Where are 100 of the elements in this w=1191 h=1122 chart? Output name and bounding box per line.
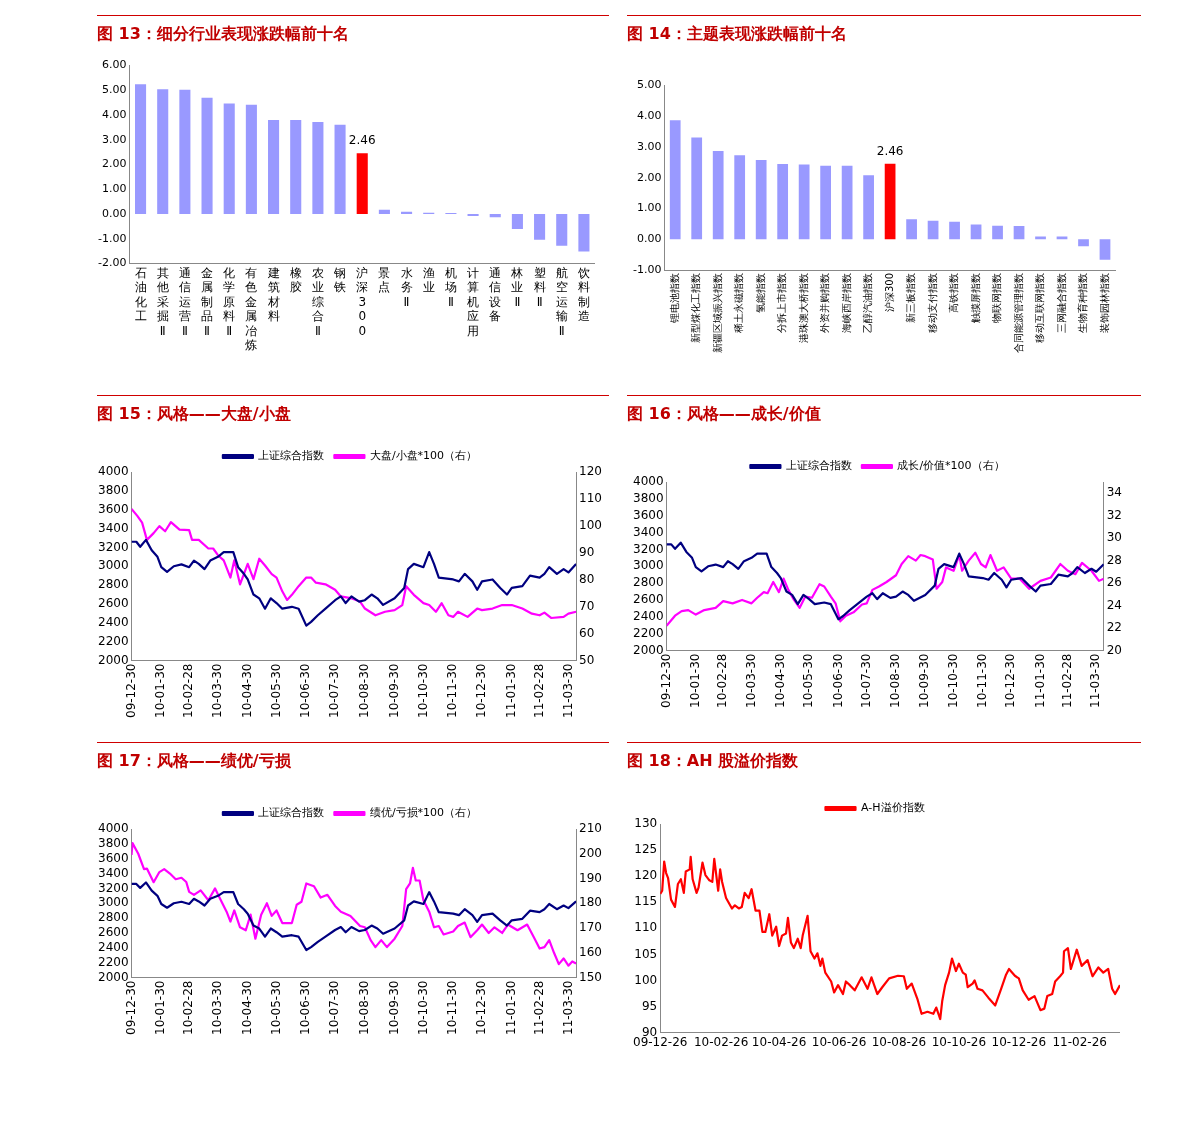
x-tick-label: 11-02-28 [531,980,546,1035]
x-tick-label: 10-09-30 [386,980,401,1035]
x-tick-label: 10-02-28 [181,980,196,1035]
x-tick-label: 机场Ⅱ [443,265,457,309]
x-tick-label: 10-01-30 [153,980,168,1035]
bar [534,214,546,240]
bar [378,209,390,215]
data-label: 2.46 [348,133,376,148]
x-tick-label: 稀土永磁指数 [733,273,745,333]
x-tick-label: 10-12-30 [474,980,489,1035]
x-tick-label: 建筑材料 [266,265,280,324]
x-tick-label: 景点 [378,265,391,295]
bar [223,103,235,215]
legend-label: 上证综合指数 [785,459,852,473]
bar [334,124,346,215]
y2-tick-label: 24 [1106,597,1123,612]
y2-tick-label: 180 [579,895,602,910]
y-tick-label: 4.00 [636,109,662,123]
bar [906,219,917,240]
x-tick-label: 渔业 [422,265,435,295]
y-tick-label: 2400 [632,608,664,623]
x-tick-label: 通信运营Ⅱ [178,265,191,338]
x-tick-label: 金属制品Ⅱ [201,265,214,338]
x-tick-label: 10-01-30 [687,653,702,708]
y2-tick-label: 30 [1106,530,1123,545]
y-tick-label: 2600 [97,925,129,940]
bar [556,214,568,246]
y-tick-label: 2800 [97,910,129,925]
x-tick-label: 氢能指数 [754,273,766,313]
chart-title: 图 14：主题表现涨跌幅前十名 [627,15,1141,54]
bar [578,214,590,252]
y-tick-label: 2600 [632,592,664,607]
y2-tick-label: 20 [1106,642,1123,657]
bar [511,214,523,229]
bar [992,225,1003,240]
x-tick-label: 水务Ⅱ [400,265,413,309]
x-tick-label: 11-02-28 [1059,653,1074,708]
x-tick-label: 10-08-30 [888,653,903,708]
x-tick-label: 饮料制造 [576,265,590,324]
x-tick-label: 石油化工 [134,265,147,324]
y-tick-label: 3800 [97,835,129,850]
bar [268,120,280,215]
legend-label: 上证综合指数 [258,806,325,820]
y2-tick-label: 60 [579,625,595,640]
legend-label: 绩优/亏损*100（右） [369,806,478,820]
x-tick-label: 塑料Ⅱ [533,265,546,309]
x-tick-label: 橡胶 [289,265,302,295]
y2-tick-label: 28 [1106,552,1123,567]
x-tick-label: 移动互联网指数 [1034,273,1046,343]
x-tick-label: 沪深300 [883,273,895,313]
x-tick-label: 10-01-30 [153,663,168,718]
bar [1099,239,1111,260]
bar [1078,239,1089,247]
y-tick-label: 3200 [632,541,664,556]
y-tick-label: 4000 [97,821,129,836]
x-tick-label: 10-09-30 [917,653,932,708]
y-tick-label: 2200 [97,633,129,648]
bar [798,164,810,240]
bar [245,104,257,215]
y-tick-label: 2600 [97,596,129,611]
x-tick-label: 10-08-30 [356,663,371,718]
y-tick-label: 5.00 [101,83,127,97]
y2-tick-label: 170 [579,920,602,935]
y-tick-label: 105 [634,946,658,961]
x-tick-label: 10-05-30 [268,980,283,1035]
x-tick-label: 10-08-26 [871,1034,927,1049]
y2-tick-label: 120 [579,464,602,479]
y2-tick-label: 80 [579,571,595,586]
y-tick-label: 4000 [97,464,129,479]
x-tick-label: 钢铁 [333,265,347,295]
y2-tick-label: 160 [579,944,602,959]
bar [841,165,853,240]
y-tick-label: 2200 [97,954,129,969]
x-tick-label: 10-06-30 [298,980,313,1035]
x-tick-label: 10-04-30 [239,980,254,1035]
y2-tick-label: 100 [579,517,602,532]
y2-tick-label: 70 [579,598,595,613]
x-tick-label: 09-12-30 [658,653,673,708]
y-tick-label: 2400 [97,614,129,629]
y2-tick-label: 210 [579,821,602,836]
bar [135,84,147,215]
y2-tick-label: 200 [579,845,602,860]
y2-tick-label: 26 [1106,575,1123,590]
chart-title: 图 13：细分行业表现涨跌幅前十名 [97,15,609,54]
x-tick-label: 10-10-30 [415,663,430,718]
bar [312,122,324,215]
x-tick-label: 10-02-26 [693,1034,749,1049]
y-tick-label: 2.00 [101,157,127,171]
y-tick-label: 1.00 [101,182,127,196]
y-tick-label: 95 [641,998,658,1013]
bar [691,137,703,240]
bar [1013,226,1025,240]
x-tick-label: 10-02-28 [715,653,730,708]
y2-tick-label: 150 [579,969,602,984]
x-tick-label: 10-07-30 [327,980,342,1035]
y-tick-label: 2.00 [636,170,662,184]
x-tick-label: 化学原料Ⅱ [223,265,236,338]
x-tick-label: 10-02-28 [181,663,196,718]
y-tick-label: -1.00 [97,231,127,245]
x-tick-label: 10-06-30 [830,653,845,708]
